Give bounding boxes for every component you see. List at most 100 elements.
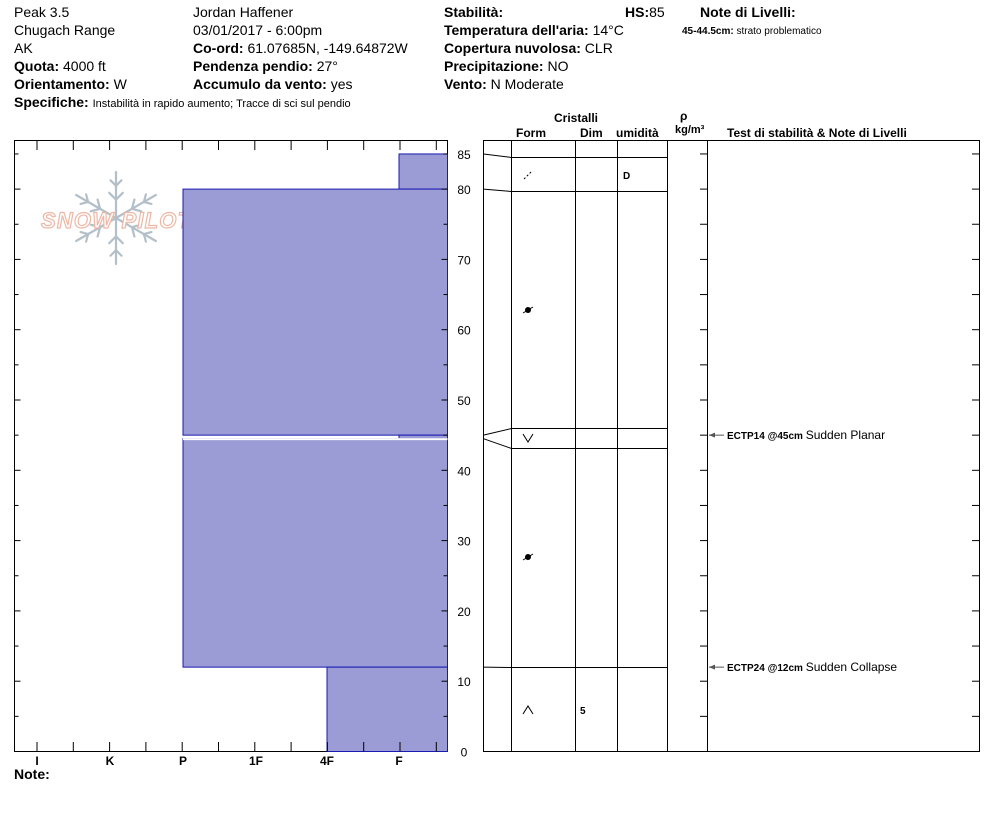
hardness-tick-label: K <box>106 754 115 768</box>
specifics: Specifiche: Instabilità in rapido aument… <box>14 94 351 112</box>
logo-flake-branch <box>142 233 148 243</box>
logo-flake-branch <box>79 200 90 206</box>
hardness-tick-label: F <box>395 754 402 768</box>
datetime: 03/01/2017 - 6:00pm <box>193 22 323 38</box>
logo-flake-branch <box>130 226 136 238</box>
grid-connector <box>483 428 512 436</box>
stability-test-code: ECTP24 @12cm <box>727 663 806 674</box>
depth-hoar-icon <box>522 705 534 715</box>
mountain-range: Chugach Range <box>14 22 116 38</box>
air-temp: Temperatura dell'aria: 14°C <box>444 22 624 38</box>
y-tick-label: 80 <box>457 183 471 197</box>
layer-grid-frame <box>483 140 980 752</box>
stability-test-note: ECTP24 @12cm Sudden Collapse <box>727 660 897 674</box>
elevation-label: Quota: <box>14 58 60 74</box>
slope-label: Pendenza pendio: <box>193 58 313 74</box>
slope-value: 27° <box>316 58 338 74</box>
y-tick-label: 70 <box>457 253 471 267</box>
logo-flake-branch <box>142 230 153 236</box>
precip-value: NO <box>547 58 569 74</box>
grid-connector <box>483 188 512 192</box>
dim-header: Dim <box>580 126 603 140</box>
melt-forms-icon-stroke <box>522 306 534 314</box>
moisture-header: umidità <box>616 126 659 140</box>
aspect-label: Orientamento: <box>14 76 110 92</box>
hardness-layer-bar <box>182 438 448 668</box>
cloud-label: Copertura nuvolosa: <box>444 40 581 56</box>
y-tick-label: 10 <box>457 675 471 689</box>
specifics-value: Instabilità in rapido aumento; Tracce di… <box>92 98 351 110</box>
layer-notes-label: Note di Livelli: <box>700 4 796 20</box>
location: Peak 3.5 <box>14 4 70 20</box>
tests-header: Test di stabilità & Note di Livelli <box>727 126 907 140</box>
state: AK <box>14 40 33 56</box>
logo-flake-branch <box>142 200 153 206</box>
air-temp-label: Temperatura dell'aria: <box>444 22 589 38</box>
hardness-layer-bar <box>326 666 448 753</box>
surface-hoar-icon <box>522 433 534 443</box>
test-arrow-head <box>709 664 715 670</box>
logo-flake-branch <box>89 223 102 229</box>
y-tick-label: 30 <box>457 535 471 549</box>
cloud-cover: Copertura nuvolosa: CLR <box>444 40 613 56</box>
logo-flake-branch <box>114 235 124 245</box>
aspect: Orientamento: W <box>14 76 127 92</box>
coordinates: Co-ord: 61.07685N, -149.64872W <box>193 40 408 56</box>
notes-label: Note: <box>14 766 50 782</box>
logo-flake-arm <box>75 216 118 243</box>
coord-value: 61.07685N, -149.64872W <box>247 40 408 56</box>
hardness-layer-bar <box>398 434 448 440</box>
logo-flake-branch <box>108 235 118 245</box>
layer-note: 45-44.5cm: strato problematico <box>682 24 822 40</box>
wind-loading-label: Accumulo da vento: <box>193 76 327 92</box>
stability-test-note: ECTP14 @45cm Sudden Planar <box>727 428 885 442</box>
wind-value: N Moderate <box>490 76 564 92</box>
logo-flake-arm <box>75 193 118 220</box>
y-tick-label: 20 <box>457 605 471 619</box>
hardness-layer-bar <box>398 153 448 190</box>
grain-size-value: 5 <box>580 706 586 717</box>
logo-flake-branch <box>79 230 90 236</box>
hs-value: 85 <box>649 4 665 20</box>
y-tick-label: 85 <box>457 148 471 162</box>
logo-flake-branch <box>109 249 118 257</box>
grid-connector <box>483 153 512 158</box>
snowpilot-logo: SNOW PILOT <box>40 170 193 266</box>
aspect-value: W <box>113 76 127 92</box>
melt-forms-icon-stroke <box>522 553 534 561</box>
coord-label: Co-ord: <box>193 40 244 56</box>
precip-label: Precipitazione: <box>444 58 544 74</box>
stability-test-code: ECTP14 @45cm <box>727 431 806 442</box>
hs-label: HS: <box>625 4 650 20</box>
logo-flake-arm <box>114 193 157 220</box>
air-temp-value: 14°C <box>592 22 624 38</box>
wind-loading: Accumulo da vento: yes <box>193 76 352 92</box>
precip-particles-icon <box>523 170 533 180</box>
hardness-tick-label: 4F <box>320 754 334 768</box>
elevation: Quota: 4000 ft <box>14 58 106 74</box>
layer-note-text: strato problematico <box>736 26 822 37</box>
hardness-tick-label: P <box>179 754 187 768</box>
wind-label: Vento: <box>444 76 487 92</box>
y-tick-label: 50 <box>457 394 471 408</box>
logo-flake-branch <box>108 191 118 201</box>
logo-flake-branch <box>84 193 90 203</box>
logo-flake-branch <box>96 226 102 238</box>
logo-flake-branch <box>142 193 148 203</box>
specifics-label: Specifiche: <box>14 94 89 110</box>
precipitation: Precipitazione: NO <box>444 58 568 74</box>
crystals-header: Cristalli <box>554 111 599 125</box>
rho-header: ρ <box>680 109 688 123</box>
logo-flake-branch <box>114 249 123 257</box>
wind-loading-value: yes <box>330 76 353 92</box>
stability-test-result: Sudden Planar <box>806 428 885 442</box>
logo-flake-branch <box>96 198 102 210</box>
layer-note-depth: 45-44.5cm: <box>682 26 734 37</box>
logo-flake-branch <box>114 191 124 201</box>
observer: Jordan Haffener <box>193 4 294 20</box>
form-header: Form <box>516 126 546 140</box>
logo-flake-arm <box>114 216 157 243</box>
grid-connector <box>483 438 512 449</box>
hardness-tick-label: I <box>35 754 38 768</box>
